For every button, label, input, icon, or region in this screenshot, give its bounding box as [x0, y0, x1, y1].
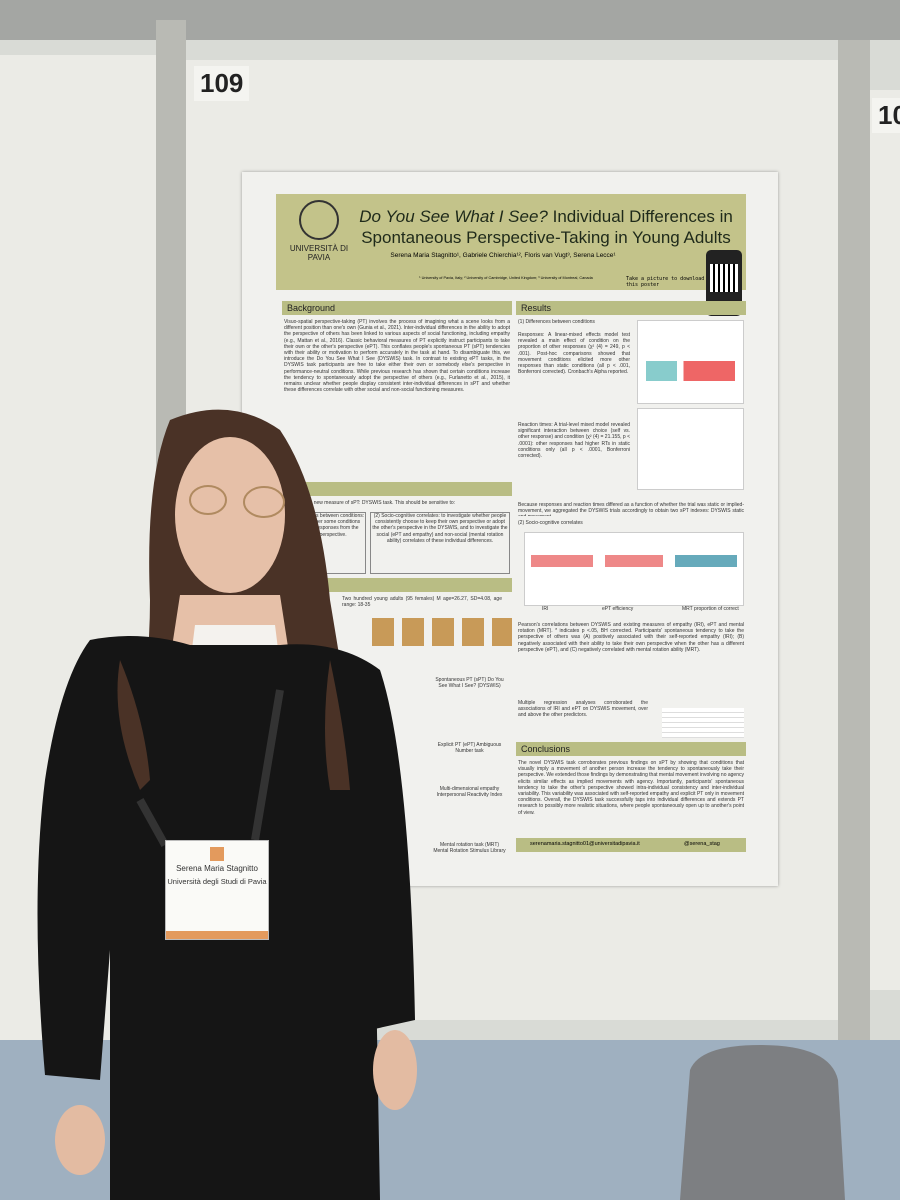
background-text: Visuo-spatial perspective-taking (PT) in…: [284, 319, 510, 394]
authors: Serena Maria Stagnitto¹, Gabriele Chierc…: [390, 252, 616, 259]
boxplot: [637, 320, 744, 404]
results-note: Because responses and reaction times dif…: [518, 502, 744, 516]
badge-stripe: [166, 931, 268, 939]
glasses: [189, 485, 227, 515]
participants: Two hundred young adults (95 females) M …: [342, 596, 502, 609]
glasses: [243, 486, 285, 518]
aims-box: (2) Socio-cognitive correlates: to inves…: [370, 512, 510, 574]
university: UNIVERSITÀ DI PAVIA: [284, 200, 354, 262]
lanyard: [136, 689, 284, 847]
university-name: UNIVERSITÀ DI PAVIA: [289, 244, 349, 262]
conclusions-text: The novel DYSWIS task corroborates previ…: [518, 760, 744, 816]
hand: [373, 1030, 417, 1110]
axis-label: ePT efficiency: [602, 606, 634, 612]
affiliations: ¹ University of Pavia, Italy; ² Universi…: [419, 276, 593, 280]
axis-label: MRT proportion of correct: [682, 606, 739, 612]
face: [175, 437, 285, 593]
right-board: [870, 90, 900, 990]
aims-intro: To develop a new measure of sPT: DYSWIS …: [284, 500, 456, 506]
footer: serenamaria.stagnitto01@universitadipavi…: [516, 838, 746, 852]
title-italic: Do You See What I See?: [359, 207, 548, 226]
title-rest: Individual Differences in Spontaneous Pe…: [361, 207, 733, 247]
hair-strand: [117, 660, 150, 790]
method-task: Spontaneous PT (sPT) Do You See What I S…: [435, 677, 504, 690]
results-subheading: (1) Differences between conditions: [518, 319, 595, 325]
poster-title: Do You See What I See? Individual Differ…: [346, 206, 746, 248]
qr-caption: Take a picture to download this poster: [626, 276, 705, 288]
method-task: Explicit PT (ePT) Ambiguous Number task: [437, 742, 502, 755]
axis-label: IRI: [542, 606, 549, 612]
method-task: Multi-dimensional empathy Interpersonal …: [436, 786, 503, 799]
section-heading: Background: [282, 301, 512, 315]
backpack: [680, 1045, 845, 1200]
board-number: 109: [194, 66, 250, 101]
regression-text: Multiple regression analyses corroborate…: [518, 700, 648, 719]
badge-logo: [210, 847, 224, 861]
results-subheading: (2) Socio-cognitive correlates: [518, 520, 583, 526]
stimuli: [372, 618, 512, 646]
logo: [299, 200, 339, 240]
twitter: @serena_stag: [684, 841, 720, 847]
correlations-text: Pearson's correlations between DYSWIS an…: [518, 622, 744, 653]
ceiling: [0, 0, 900, 40]
poster-header: UNIVERSITÀ DI PAVIA Do You See What I Se…: [276, 194, 746, 290]
name-badge: Serena Maria Stagnitto Università degli …: [165, 840, 269, 940]
email: serenamaria.stagnitto01@universitadipavi…: [530, 841, 640, 847]
rt-plot: [637, 408, 744, 490]
board-number: 10: [872, 98, 900, 133]
results-text: Responses: A linear-mixed effects model …: [518, 332, 630, 376]
correlation-plots: [524, 532, 744, 606]
section-heading: Results: [516, 301, 746, 315]
results-text: Reaction times: A trial-level mixed mode…: [518, 422, 630, 460]
badge-affiliation: Università degli Studi di Pavia: [167, 877, 267, 886]
section-heading: Conclusions: [516, 742, 746, 756]
pole: [838, 40, 870, 1200]
method-task: Mental rotation task (MRT) Mental Rotati…: [433, 842, 506, 855]
badge-name: Serena Maria Stagnitto: [176, 864, 258, 873]
regression-table: [662, 708, 744, 738]
hair-strand: [325, 660, 350, 790]
hand: [55, 1105, 105, 1175]
